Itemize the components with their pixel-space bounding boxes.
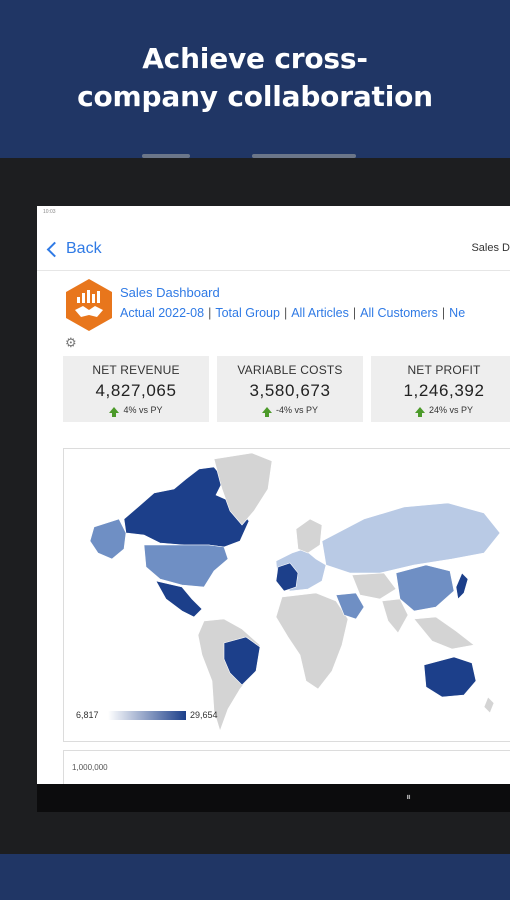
filter-more[interactable]: Ne (449, 306, 466, 320)
map-region-japan (455, 572, 469, 600)
world-map[interactable] (64, 449, 510, 741)
promo-header: Achieve cross- company collaboration (0, 0, 510, 160)
arrow-up-icon (109, 407, 120, 417)
gear-icon[interactable]: ⚙ (65, 335, 77, 350)
world-map-card[interactable]: 6,817 29,654 (63, 448, 510, 742)
kpi-variable-costs[interactable]: VARIABLE COSTS 3,580,673 -4% vs PY (217, 356, 363, 422)
kpi-label: NET REVENUE (92, 363, 180, 377)
kpi-label: NET PROFIT (407, 363, 481, 377)
kpi-net-profit[interactable]: NET PROFIT 1,246,392 24% vs PY (371, 356, 510, 422)
filter-articles[interactable]: All Articles (291, 306, 349, 320)
tablet-button (252, 154, 356, 158)
promo-footer (0, 854, 510, 900)
kpi-net-revenue[interactable]: NET REVENUE 4,827,065 4% vs PY (63, 356, 209, 422)
filter-group[interactable]: Total Group (215, 306, 280, 320)
promo-headline-line2: company collaboration (77, 80, 433, 113)
arrow-up-icon (261, 407, 272, 417)
map-region-usa (143, 544, 229, 588)
recent-apps-icon[interactable]: ⏸ (406, 792, 411, 803)
map-region-alaska (89, 518, 127, 560)
kpi-value: 3,580,673 (249, 381, 331, 400)
kpi-change: 24% vs PY (371, 405, 510, 417)
legend-max-value: 29,654 (190, 710, 218, 720)
kpi-value: 1,246,392 (403, 381, 485, 400)
map-region-scandinavia (295, 518, 323, 554)
map-region-middle-east (335, 592, 365, 620)
kpi-change: 4% vs PY (63, 405, 209, 417)
nav-bar: Back Sales D (37, 220, 510, 271)
map-region-new-zealand (483, 696, 495, 714)
kpi-change-text: 24% vs PY (428, 405, 474, 415)
map-region-southeast-asia (413, 616, 475, 650)
arrow-up-icon (414, 407, 425, 417)
map-region-india (381, 598, 409, 634)
map-region-australia (423, 656, 477, 698)
kpi-change-text: 4% vs PY (123, 405, 163, 415)
back-label: Back (66, 240, 102, 257)
kpi-label: VARIABLE COSTS (237, 363, 343, 377)
legend-min-value: 6,817 (76, 710, 99, 720)
dashboard-title[interactable]: Sales Dashboard (120, 285, 220, 300)
map-region-central-asia (351, 572, 397, 600)
chart-card[interactable]: 1,000,000 (63, 750, 510, 784)
map-region-russia (321, 502, 501, 574)
y-axis-tick: 1,000,000 (72, 763, 108, 772)
android-nav-bar (37, 784, 510, 812)
filter-period[interactable]: Actual 2022-08 (120, 306, 205, 320)
map-region-brazil (223, 636, 261, 686)
map-region-greenland (213, 452, 273, 526)
nav-title: Sales D (471, 242, 510, 254)
promo-headline: Achieve cross- company collaboration (0, 40, 510, 116)
back-button[interactable]: Back (45, 240, 102, 258)
tablet-button (142, 154, 190, 158)
map-region-canada (123, 466, 250, 548)
kpi-change-text: -4% vs PY (275, 405, 318, 415)
app-screen: 10:03 Back Sales D Sales Dashboard Actua… (37, 206, 510, 784)
map-region-mexico (155, 580, 203, 618)
kpi-value: 4,827,065 (95, 381, 177, 400)
map-region-china (395, 564, 455, 612)
promo-headline-line1: Achieve cross- (142, 42, 368, 75)
filter-breadcrumb: Actual 2022-08 | Total Group | All Articles |… (120, 306, 466, 320)
map-region-western-europe (275, 562, 299, 592)
status-time: 10:03 (43, 209, 56, 215)
kpi-change: -4% vs PY (217, 405, 363, 417)
legend-gradient (108, 711, 186, 720)
sales-dashboard-logo-icon (66, 279, 112, 331)
chevron-left-icon (46, 241, 63, 257)
filter-customers[interactable]: All Customers (360, 306, 438, 320)
map-region-africa (275, 592, 349, 690)
